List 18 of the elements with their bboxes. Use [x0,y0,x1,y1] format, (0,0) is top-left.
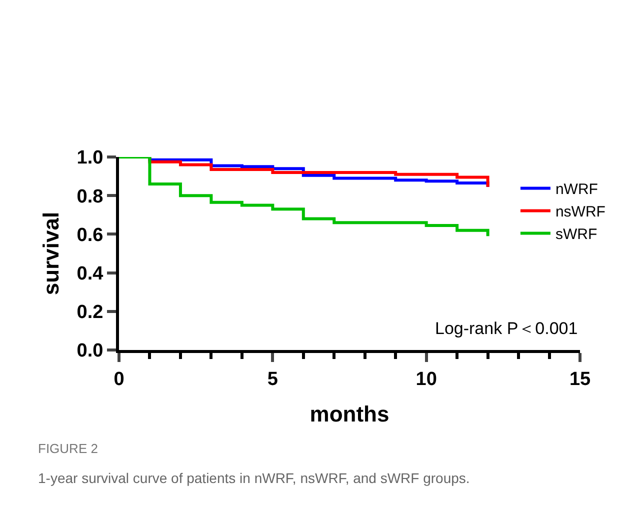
x-axis-title: months [310,402,390,427]
y-tick-label: 0.4 [76,263,104,284]
annotation: Log-rank P＜0.001 [435,319,578,338]
y-tick-label: 0.0 [76,340,104,362]
text: 1-year survival curve of patients in nWRF, nsWRF, and sWRF groups. [38,470,470,486]
y-axis-title: survival [38,212,64,296]
y-tick-label: 1.0 [76,148,104,169]
legend-label: nsWRF [555,204,606,221]
y-tick-label: 0.2 [76,302,104,324]
x-tick-label: 10 [416,368,437,390]
x-tick-label: 15 [569,368,591,390]
y-tick-label: 0.8 [76,186,104,208]
x-tick-label: 5 [267,368,278,390]
legend-label: sWRF [555,226,598,244]
x-tick-label: 0 [114,368,124,390]
caption: FIGURE 2 [38,441,98,456]
y-tick-label: 0.6 [76,224,104,246]
legend-label: nWRF [555,181,598,198]
